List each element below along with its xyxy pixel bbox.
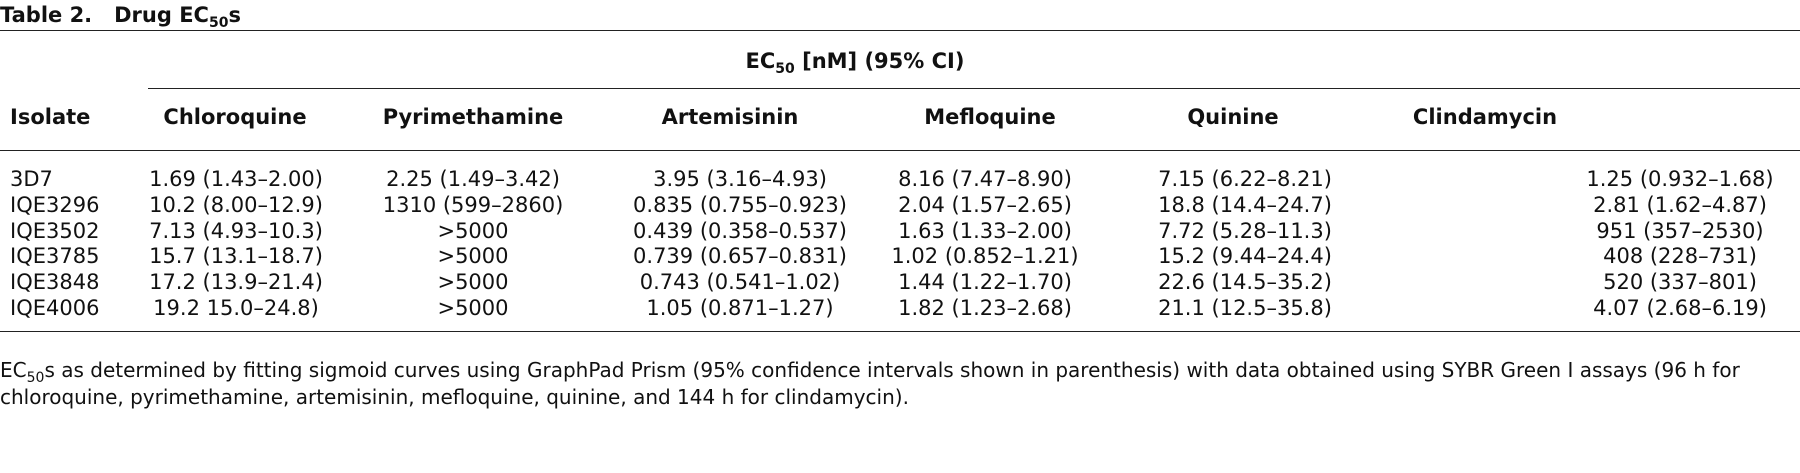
cell: 4.07 (2.68–6.19)	[1593, 296, 1767, 320]
cell: 18.8 (14.4–24.7)	[1158, 192, 1332, 217]
cell: 1.44 (1.22–1.70)	[898, 270, 1072, 295]
group-header-subscript: 50	[775, 61, 795, 77]
cell: 2.25 (1.49–3.42)	[386, 167, 560, 191]
caption-subscript: 50	[208, 15, 229, 31]
cell: 0.739 (0.657–0.831)	[633, 244, 847, 269]
group-header: EC50 [nM] (95% CI)	[745, 48, 965, 77]
column-header: Artemisinin	[661, 105, 799, 129]
footnote: EC50s as determined by fitting sigmoid c…	[0, 357, 1800, 411]
cell: 520 (337–801)	[1603, 270, 1757, 295]
column-header: Mefloquine	[924, 105, 1056, 129]
cell: 408 (228–731)	[1603, 244, 1757, 269]
cell: 7.15 (6.22–8.21)	[1158, 167, 1332, 191]
footnote-subscript: 50	[26, 370, 45, 386]
cell: 7.72 (5.28–11.3)	[1158, 218, 1332, 243]
cell: 1.02 (0.852–1.21)	[891, 244, 1079, 269]
footnote-text: s as determined by fitting sigmoid curve…	[0, 358, 1740, 409]
cell: 19.2 15.0–24.8)	[153, 296, 319, 320]
cell: >5000	[437, 218, 509, 243]
cell: 7.13 (4.93–10.3)	[149, 218, 323, 243]
caption-label: Table 2.	[0, 3, 93, 27]
cell: 1.69 (1.43–2.00)	[149, 167, 323, 191]
row-label: IQE4006	[10, 296, 100, 320]
cell: 22.6 (14.5–35.2)	[1158, 270, 1332, 295]
cell: 0.439 (0.358–0.537)	[633, 218, 847, 243]
row-label: IQE3785	[10, 244, 100, 269]
cell: 2.04 (1.57–2.65)	[898, 192, 1072, 217]
row-label: IQE3848	[10, 270, 100, 295]
column-header: Pyrimethamine	[382, 105, 564, 129]
column-header: Clindamycin	[1412, 105, 1558, 129]
rule	[0, 331, 1800, 332]
cell: 2.81 (1.62–4.87)	[1593, 192, 1767, 217]
cell: 15.7 (13.1–18.7)	[149, 244, 323, 269]
cell: 15.2 (9.44–24.4)	[1158, 244, 1332, 269]
cell: >5000	[437, 296, 509, 320]
cell: >5000	[437, 244, 509, 269]
row-label: IQE3502	[10, 218, 100, 243]
group-header-text: EC	[745, 49, 776, 73]
row-label: 3D7	[10, 167, 53, 191]
footnote-text: EC	[0, 358, 27, 382]
cell: 1.25 (0.932–1.68)	[1586, 167, 1774, 191]
caption-title: Drug EC	[114, 3, 209, 27]
column-header: Isolate	[10, 105, 91, 129]
cell: 951 (357–2530)	[1596, 218, 1764, 243]
cell: 10.2 (8.00–12.9)	[149, 192, 323, 217]
group-header-text: [nM] (95% CI)	[794, 49, 965, 73]
cell: 1.82 (1.23–2.68)	[898, 296, 1072, 320]
cell: 0.835 (0.755–0.923)	[633, 192, 847, 217]
rule	[0, 150, 1800, 151]
caption-title-end: s	[228, 3, 241, 27]
cell: 8.16 (7.47–8.90)	[898, 167, 1072, 191]
rule	[148, 88, 1800, 89]
rule	[0, 30, 1800, 31]
cell: 1.05 (0.871–1.27)	[646, 296, 834, 320]
cell: 21.1 (12.5–35.8)	[1158, 296, 1332, 320]
cell: 17.2 (13.9–21.4)	[149, 270, 323, 295]
cell: 1310 (599–2860)	[382, 192, 564, 217]
cell: >5000	[437, 270, 509, 295]
row-label: IQE3296	[10, 192, 100, 217]
caption: Table 2. Drug EC50s	[0, 2, 241, 31]
cell: 3.95 (3.16–4.93)	[653, 167, 827, 191]
cell: 1.63 (1.33–2.00)	[898, 218, 1072, 243]
column-header: Quinine	[1187, 105, 1279, 129]
cell: 0.743 (0.541–1.02)	[639, 270, 841, 295]
column-header: Chloroquine	[163, 105, 307, 129]
